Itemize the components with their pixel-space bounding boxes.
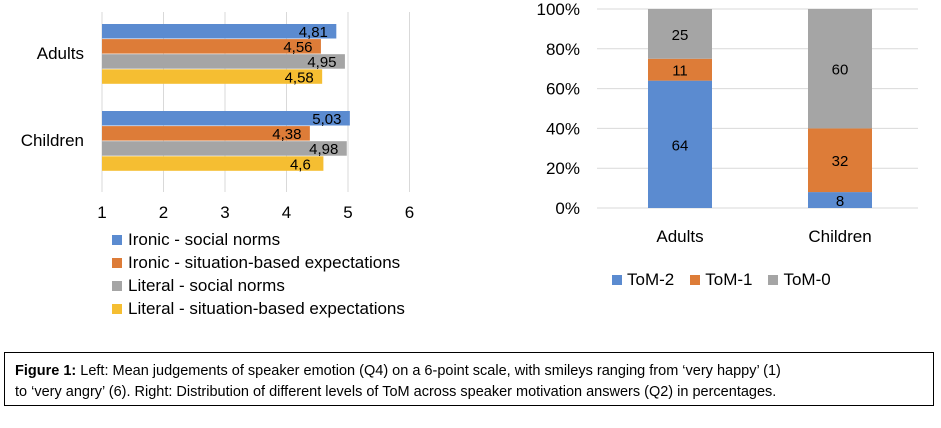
legend-swatch — [112, 280, 122, 291]
legend-item: ToM-2 — [612, 270, 674, 290]
legend-swatch — [112, 234, 122, 245]
stacked-segment — [808, 9, 872, 129]
caption-line1: Left: Mean judgements of speaker emotion… — [76, 363, 781, 379]
y-tick-label: 0% — [555, 199, 580, 218]
data-label: 64 — [672, 137, 689, 154]
stacked-segment — [648, 80, 712, 208]
caption-line2: to ‘very angry’ (6). Right: Distribution… — [15, 384, 777, 400]
legend-label: Literal - situation-based expectations — [128, 299, 405, 318]
data-label: 4,81 — [299, 24, 328, 41]
data-label: 4,38 — [272, 126, 301, 143]
legend-label: ToM-2 — [627, 270, 675, 289]
data-label: 32 — [832, 153, 849, 170]
legend-item: ToM-0 — [768, 270, 831, 290]
legend-swatch — [612, 275, 622, 285]
bar — [102, 141, 347, 156]
legend-item: Ironic - situation-based expectations — [112, 251, 405, 274]
bar — [102, 39, 321, 54]
figure-caption: Figure 1: Left: Mean judgements of speak… — [4, 352, 934, 406]
stacked-segment — [648, 58, 712, 81]
x-tick-label: 5 — [343, 203, 352, 222]
data-label: 4,58 — [285, 69, 314, 86]
bar — [102, 156, 324, 171]
x-tick-label: 4 — [282, 203, 291, 222]
bar — [102, 54, 345, 69]
category-label: Children — [808, 227, 871, 246]
x-tick-label: 1 — [97, 203, 106, 222]
data-label: 4,6 — [290, 156, 311, 173]
legend-swatch — [112, 303, 122, 314]
y-tick-label: 80% — [546, 40, 580, 59]
data-label: 4,98 — [309, 141, 338, 158]
legend-item: Literal - social norms — [112, 274, 405, 297]
data-label: 60 — [832, 62, 849, 79]
left-legend: Ironic - social norms Ironic - situation… — [112, 228, 405, 320]
legend-item: ToM-1 — [690, 270, 752, 290]
y-tick-label: 40% — [546, 119, 580, 138]
x-tick-label: 6 — [405, 203, 414, 222]
x-tick-label: 2 — [159, 203, 168, 222]
bar — [102, 126, 310, 141]
legend-label: Ironic - social norms — [128, 230, 281, 249]
legend-label: ToM-1 — [705, 270, 753, 289]
legend-swatch — [768, 275, 779, 285]
right-legend: ToM-2 ToM-1 ToM-0 — [612, 270, 831, 290]
data-label: 11 — [672, 63, 688, 80]
stacked-segment — [808, 128, 872, 193]
data-label: 4,95 — [307, 54, 336, 71]
data-label: 5,03 — [312, 111, 341, 128]
bar — [102, 24, 337, 39]
bar — [102, 111, 350, 126]
bar — [102, 69, 323, 84]
legend-item: Literal - situation-based expectations — [112, 297, 405, 320]
category-label: Adults — [656, 227, 703, 246]
category-label: Children — [21, 131, 84, 150]
legend-item: Ironic - social norms — [112, 228, 405, 251]
legend-swatch — [112, 257, 122, 268]
legend-label: ToM-0 — [783, 270, 831, 289]
legend-label: Literal - social norms — [128, 276, 285, 295]
left-bar-chart: 4,814,564,954,58 5,03 4,38 4,984,6 Adults Ch… — [21, 12, 414, 222]
right-stacked-chart: 64 11 25 8 32 60 0% 20% 40% 60% 80% 100% Adults Chi… — [537, 0, 918, 246]
x-tick-label: 3 — [220, 203, 229, 222]
data-label: 4,56 — [283, 39, 312, 56]
legend-swatch — [690, 275, 701, 285]
stacked-segment — [808, 192, 872, 208]
y-tick-label: 20% — [546, 159, 580, 178]
caption-label: Figure 1: — [15, 363, 77, 379]
data-label: 8 — [836, 193, 844, 210]
data-label: 25 — [672, 27, 689, 44]
stacked-segment — [648, 9, 712, 59]
y-tick-label: 100% — [537, 0, 580, 19]
y-tick-label: 60% — [546, 80, 580, 99]
legend-label: Ironic - situation-based expectations — [128, 253, 401, 272]
category-label: Adults — [37, 44, 84, 63]
